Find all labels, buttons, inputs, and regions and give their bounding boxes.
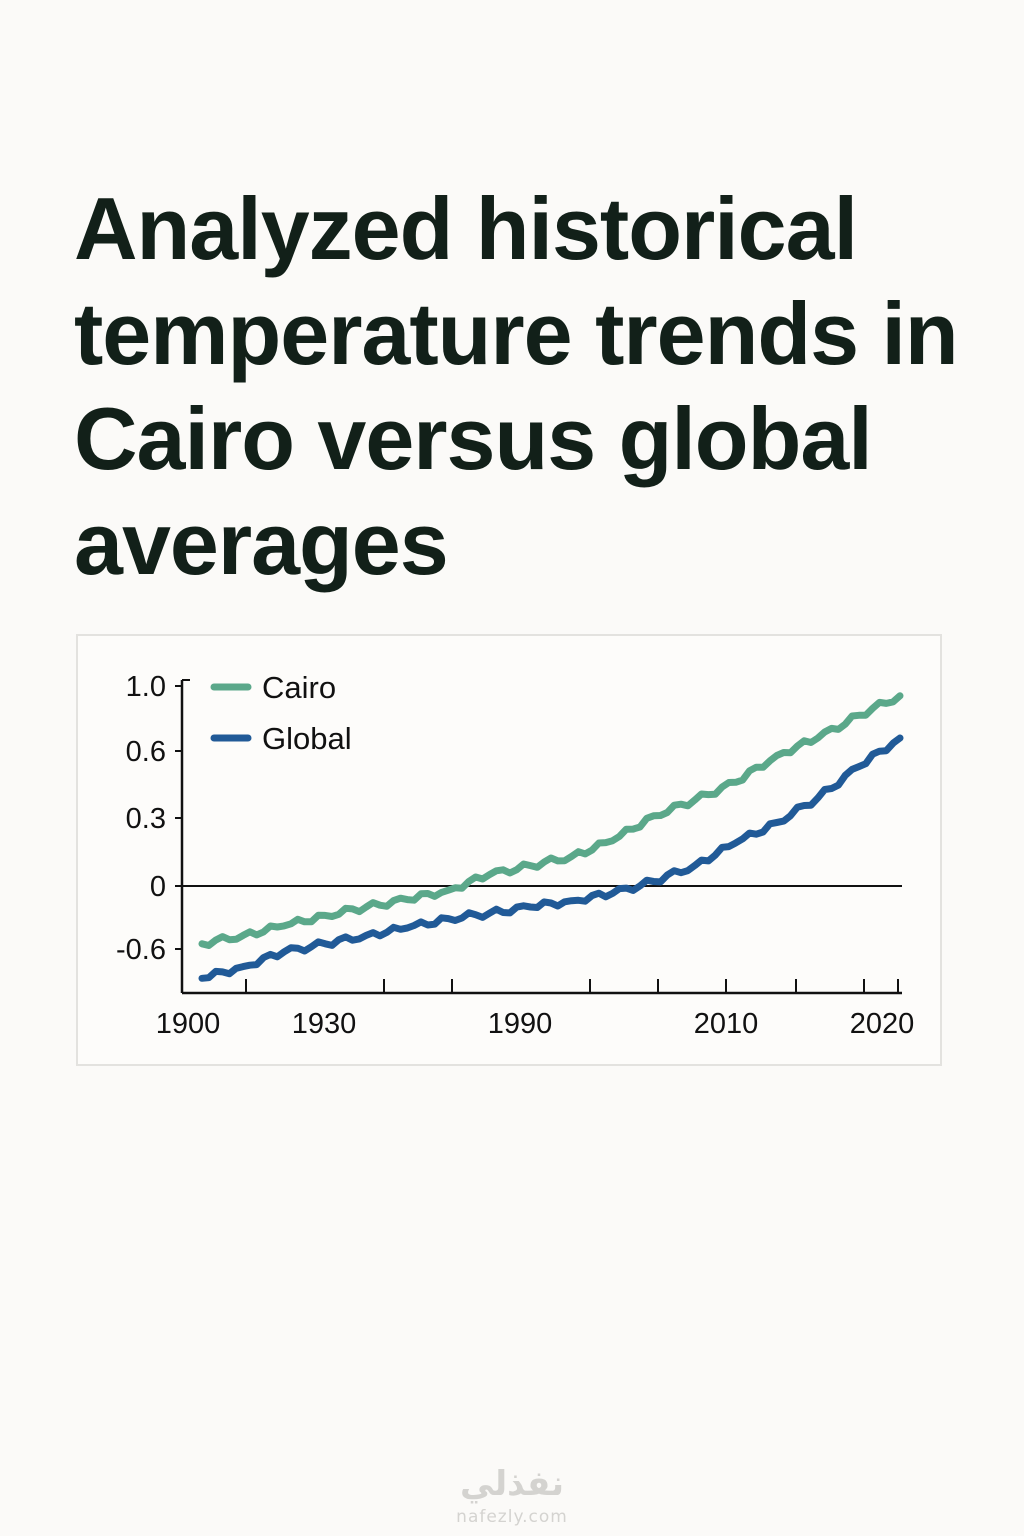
x-tick-label: 1900 [156,1008,221,1040]
y-tick-label: 0.6 [126,736,166,768]
y-tick-label: 1.0 [126,671,166,703]
watermark-url: nafezly.com [456,1507,568,1527]
series-line-global [198,734,904,982]
x-tick-label: 1990 [488,1008,553,1040]
y-tick-label: 0 [150,871,166,903]
chart-card: 1.0 0.6 0.3 0 -0.6 1900 1930 1990 2010 2020 Cairo G… [76,634,942,1066]
x-tick-label: 1930 [292,1008,357,1040]
legend-label-global: Global [262,721,352,756]
x-tick-label: 2010 [694,1008,759,1040]
watermark: نفذلي nafezly.com [0,1462,1024,1528]
temperature-line-chart: 1.0 0.6 0.3 0 -0.6 1900 1930 1990 2010 2020 Cairo G… [116,670,915,1040]
y-tick-label: 0.3 [126,803,166,835]
page-title: Analyzed historical temperature trends i… [74,179,959,593]
x-tick-label: 2020 [850,1008,915,1040]
watermark-logo-text: نفذلي [459,1464,565,1504]
legend-label-cairo: Cairo [262,670,336,705]
y-tick-label: -0.6 [116,934,166,966]
series-line-cairo [198,692,904,949]
